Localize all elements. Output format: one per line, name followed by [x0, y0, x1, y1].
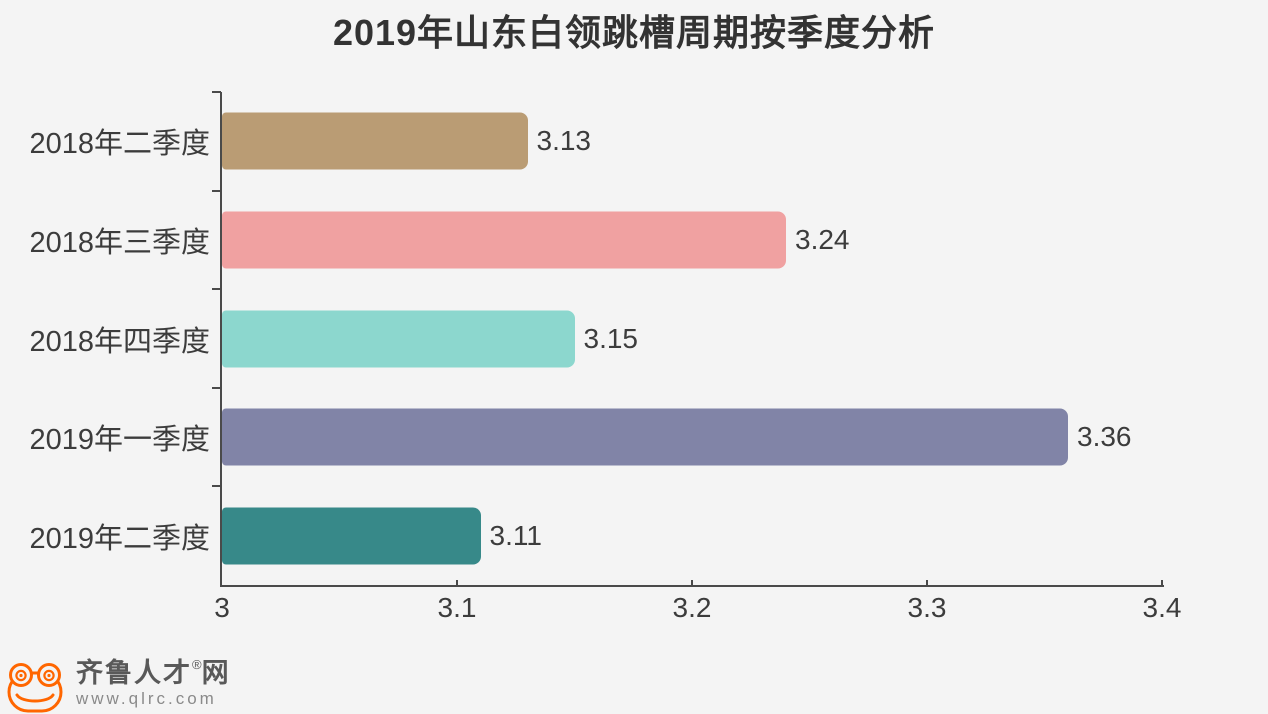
- x-tick-label: 3.3: [907, 592, 947, 623]
- frog-icon: [7, 663, 63, 713]
- x-tick-label: 3.1: [437, 592, 477, 623]
- x-tick-label: 3: [214, 592, 230, 623]
- y-axis-line: [220, 92, 222, 587]
- bar: [222, 408, 1068, 466]
- category-label: 2018年二季度: [29, 128, 210, 161]
- value-label: 3.15: [583, 322, 639, 354]
- category-label: 2018年三季度: [29, 226, 210, 259]
- bar: [222, 507, 481, 565]
- x-tick-label: 3.4: [1142, 592, 1182, 623]
- x-axis-tick: [456, 580, 458, 585]
- y-axis-tick: [212, 288, 221, 291]
- chart-title: 2019年山东白领跳槽周期按季度分析: [332, 12, 936, 53]
- logo-main-text: 齐鲁人才: [76, 658, 192, 688]
- x-axis-line: [220, 585, 1164, 587]
- value-label: 3.36: [1077, 421, 1132, 453]
- y-axis-tick: [212, 386, 221, 389]
- x-axis-tick: [691, 580, 693, 585]
- logo-text-block: 齐鲁人才®网 www.qlrc.com: [76, 657, 231, 709]
- bar: [222, 211, 786, 269]
- bar: [222, 310, 575, 367]
- y-axis-tick: [212, 189, 221, 192]
- registered-mark: ®: [192, 657, 202, 672]
- x-tick-label: 3.2: [672, 592, 712, 623]
- bar: [222, 112, 528, 170]
- value-label: 3.13: [536, 125, 592, 157]
- x-axis-tick: [926, 580, 928, 585]
- y-axis-tick: [212, 485, 221, 488]
- category-label: 2019年一季度: [29, 424, 210, 457]
- value-label: 3.24: [795, 223, 850, 255]
- y-axis-tick: [212, 91, 221, 93]
- value-label: 3.11: [489, 519, 542, 551]
- logo-suffix-text: 网: [201, 658, 231, 688]
- qlrc-logo: 齐鲁人才®网 www.qlrc.com: [6, 657, 231, 713]
- website-url: www.qlrc.com: [76, 689, 217, 708]
- logo-text: 齐鲁人才®网: [76, 657, 231, 688]
- x-axis-tick: [1161, 580, 1163, 585]
- category-label: 2018年四季度: [29, 325, 210, 358]
- category-label: 2019年二季度: [29, 522, 210, 555]
